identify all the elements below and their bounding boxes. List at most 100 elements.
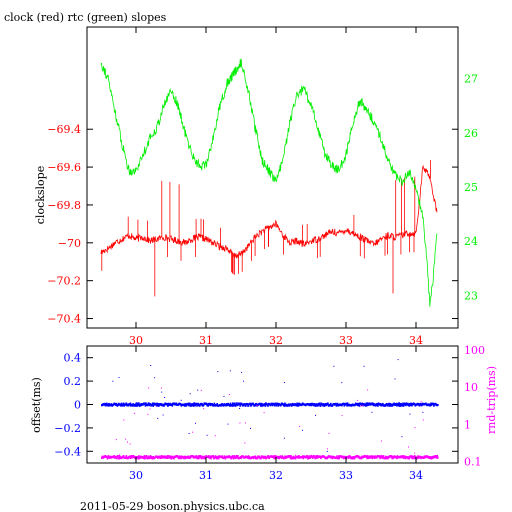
point-offset — [296, 402, 298, 405]
point-offset — [382, 402, 384, 406]
outlier-round_trip — [326, 448, 328, 450]
outlier-offset — [150, 365, 152, 366]
x-tick-label: 30 — [129, 334, 143, 347]
point-round_trip — [260, 457, 262, 460]
point-offset — [183, 404, 186, 407]
point-offset — [125, 402, 128, 405]
point-offset — [157, 403, 160, 406]
point-offset — [264, 404, 267, 407]
point-offset — [225, 404, 227, 407]
point-round_trip — [230, 457, 232, 460]
point-offset — [137, 403, 139, 406]
outlier-offset — [283, 437, 285, 439]
point-round_trip — [254, 455, 256, 458]
outlier-offset — [135, 402, 137, 404]
point-round_trip — [381, 456, 384, 459]
point-offset — [437, 404, 439, 407]
point-round_trip — [430, 456, 432, 459]
point-round_trip — [373, 455, 375, 458]
point-offset — [152, 402, 154, 405]
point-offset — [327, 402, 329, 405]
outlier-offset — [283, 382, 285, 383]
point-round_trip — [169, 455, 172, 458]
outlier-offset — [341, 382, 343, 384]
point-offset — [105, 404, 108, 407]
outlier-round_trip — [420, 401, 422, 403]
point-round_trip — [302, 457, 305, 460]
point-round_trip — [272, 456, 275, 459]
point-round_trip — [212, 455, 214, 458]
point-round_trip — [435, 456, 438, 459]
slopes-frame — [86, 26, 459, 329]
point-offset — [408, 404, 410, 407]
point-offset — [247, 404, 250, 407]
point-round_trip — [404, 455, 406, 458]
round-trip-axis-tick-label: 1 — [464, 418, 471, 431]
point-round_trip — [107, 455, 110, 458]
point-offset — [402, 402, 404, 405]
point-offset — [211, 403, 213, 406]
point-offset — [280, 404, 282, 407]
outlier-round_trip — [422, 419, 424, 421]
point-offset — [117, 403, 119, 407]
rtc-axis-tick-label: 24 — [464, 235, 478, 248]
point-round_trip — [237, 455, 239, 458]
clockslope-axis-tick-label: −69.6 — [47, 161, 81, 174]
point-round_trip — [382, 455, 385, 458]
point-round_trip — [168, 456, 171, 459]
point-offset — [406, 402, 409, 405]
x-tick-label: 33 — [339, 469, 353, 482]
outlier-offset — [189, 393, 191, 395]
point-offset — [148, 402, 150, 405]
point-offset — [316, 404, 319, 407]
point-offset — [229, 404, 231, 407]
point-round_trip — [353, 457, 356, 460]
footer-host-date: 2011-05-29 boson.physics.ubc.ca — [80, 500, 265, 512]
point-offset — [166, 403, 169, 406]
point-round_trip — [302, 455, 304, 458]
point-offset — [184, 403, 186, 406]
point-round_trip — [290, 455, 292, 458]
point-round_trip — [331, 457, 334, 460]
point-offset — [346, 404, 348, 407]
point-round_trip — [233, 456, 235, 459]
point-round_trip — [411, 455, 413, 458]
point-round_trip — [221, 455, 223, 458]
point-round_trip — [200, 457, 203, 460]
point-round_trip — [376, 456, 378, 459]
point-offset — [354, 404, 356, 407]
point-round_trip — [149, 456, 151, 460]
point-offset — [389, 403, 391, 406]
clockslope-axis-tick-label: −69.8 — [47, 199, 81, 212]
outlier-round_trip — [147, 413, 149, 415]
point-offset — [239, 404, 241, 407]
outlier-round_trip — [360, 405, 362, 407]
outlier-round_trip — [133, 412, 135, 414]
point-offset — [188, 402, 191, 405]
point-offset — [374, 404, 377, 407]
clockslope-axis-tick-label: −70.4 — [47, 313, 81, 326]
point-round_trip — [236, 455, 238, 458]
outlier-offset — [157, 417, 159, 419]
point-round_trip — [196, 457, 199, 460]
point-round_trip — [309, 456, 311, 459]
point-offset — [388, 404, 391, 407]
x-tick-label: 31 — [199, 334, 213, 347]
outlier-offset — [243, 380, 244, 382]
outlier-offset — [333, 365, 335, 367]
point-offset — [238, 402, 241, 405]
y-axis-label-clockslope: clockslope — [34, 166, 47, 224]
point-round_trip — [192, 455, 194, 458]
point-offset — [232, 402, 234, 405]
point-offset — [135, 403, 137, 406]
outlier-round_trip — [228, 394, 230, 395]
point-round_trip — [402, 456, 405, 459]
outlier-round_trip — [214, 435, 216, 437]
point-offset — [379, 403, 382, 406]
x-tick-label: 30 — [129, 469, 143, 482]
rtc-axis-tick-label: 25 — [464, 181, 478, 194]
point-round_trip — [410, 455, 412, 458]
point-offset — [275, 404, 278, 407]
point-offset — [298, 404, 300, 407]
point-offset — [115, 402, 118, 406]
